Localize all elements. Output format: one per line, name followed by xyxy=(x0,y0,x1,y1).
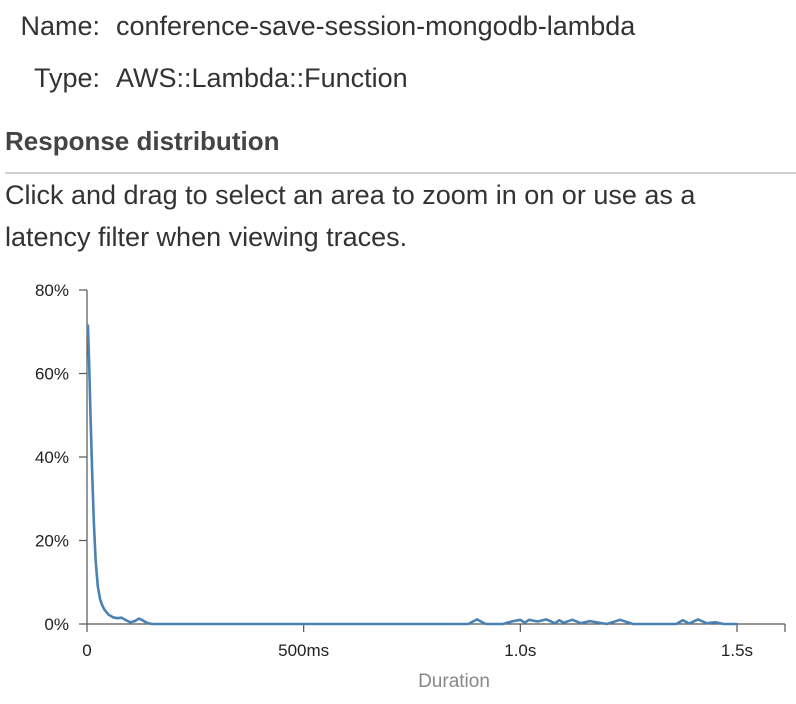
name-label: Name: xyxy=(20,11,100,41)
response-distribution-chart[interactable]: 0% 20% 40% 60% 80% 0 500ms 1.0s 1.5s Duration xyxy=(0,270,796,704)
y-tick-label: 20% xyxy=(35,532,69,551)
section-title: Response distribution xyxy=(5,126,280,156)
type-label: Type: xyxy=(33,63,100,93)
y-tick-label: 60% xyxy=(35,365,69,384)
x-axis: 0 500ms 1.0s 1.5s xyxy=(82,623,786,660)
y-tick-label: 40% xyxy=(35,448,69,467)
type-label-box: Type: xyxy=(0,58,100,98)
section-description: Click and drag to select an area to zoom… xyxy=(5,180,696,252)
name-label-box: Name: xyxy=(0,6,100,46)
distribution-line-0 xyxy=(86,324,739,626)
x-tick-label: 0 xyxy=(82,641,91,660)
x-tick-label: 500ms xyxy=(278,641,329,660)
x-tick-label: 1.0s xyxy=(504,641,536,660)
type-value: AWS::Lambda::Function xyxy=(116,63,408,93)
y-tick-label: 0% xyxy=(44,615,69,634)
y-tick-label: 80% xyxy=(35,281,69,300)
name-value: conference-save-session-mongodb-lambda xyxy=(116,11,636,41)
section-divider xyxy=(5,172,796,174)
y-axis: 0% 20% 40% 60% 80% xyxy=(35,281,88,634)
x-axis-title: Duration xyxy=(418,671,490,692)
x-tick-label: 1.5s xyxy=(721,641,753,660)
plot-area[interactable] xyxy=(86,324,739,626)
